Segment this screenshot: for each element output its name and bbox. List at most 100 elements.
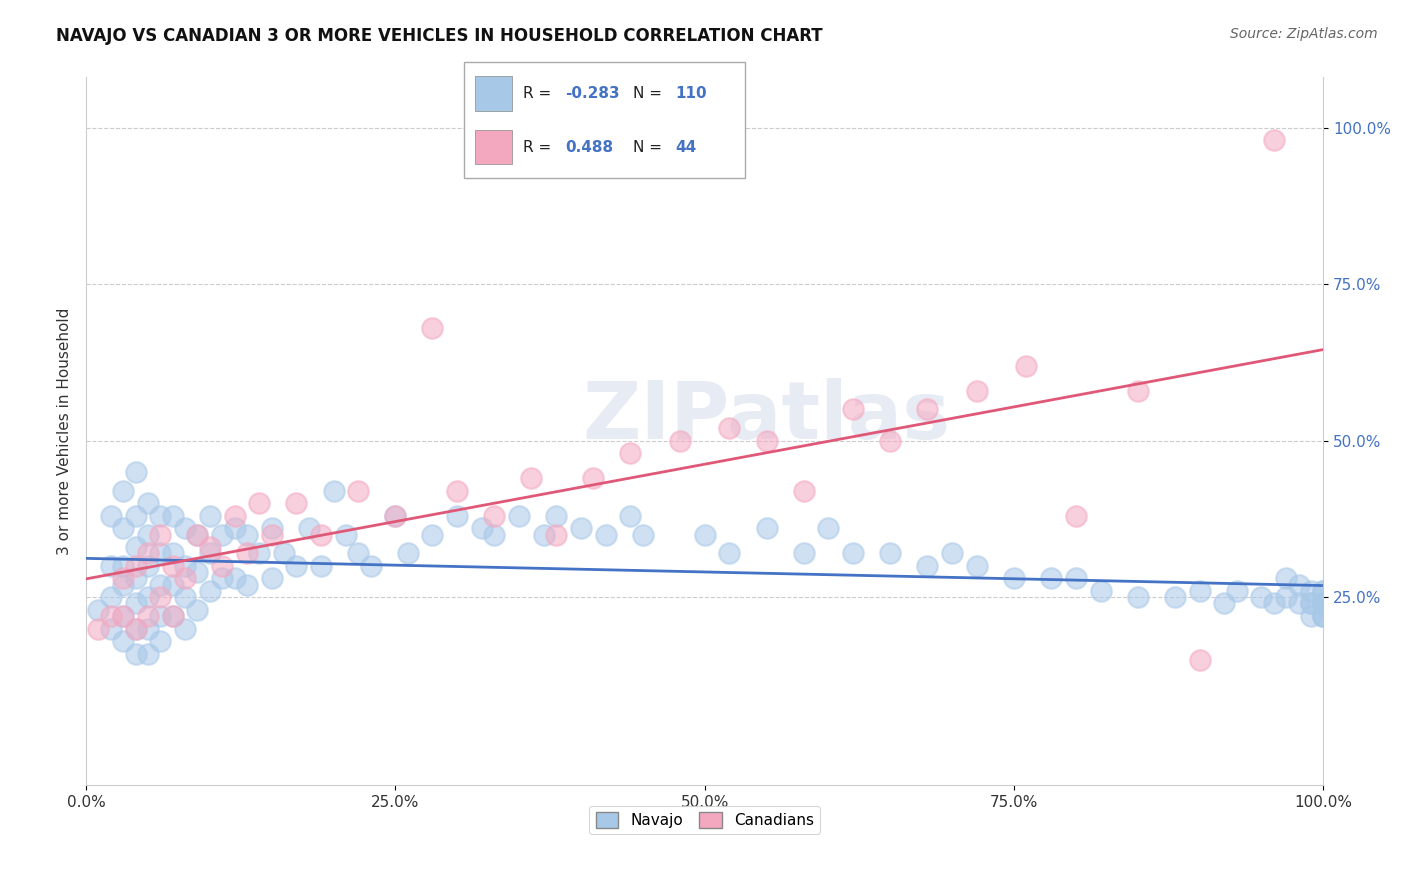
Point	[817, 521, 839, 535]
Text: Source: ZipAtlas.com: Source: ZipAtlas.com	[1230, 27, 1378, 41]
Point	[1064, 571, 1087, 585]
Point	[1299, 597, 1322, 611]
Point	[347, 546, 370, 560]
Point	[124, 558, 146, 573]
Point	[112, 558, 135, 573]
Point	[100, 558, 122, 573]
Point	[136, 527, 159, 541]
Point	[879, 546, 901, 560]
Point	[1299, 597, 1322, 611]
Point	[1312, 597, 1334, 611]
Point	[162, 609, 184, 624]
Point	[422, 527, 444, 541]
Point	[124, 597, 146, 611]
Point	[1299, 584, 1322, 599]
Point	[174, 622, 197, 636]
Point	[347, 483, 370, 498]
Point	[446, 483, 468, 498]
Point	[966, 384, 988, 398]
Text: N =: N =	[633, 139, 666, 154]
Point	[1312, 609, 1334, 624]
Point	[422, 321, 444, 335]
Point	[879, 434, 901, 448]
Point	[508, 508, 530, 523]
Point	[917, 558, 939, 573]
Point	[162, 558, 184, 573]
Point	[384, 508, 406, 523]
Point	[1126, 591, 1149, 605]
Point	[1275, 571, 1298, 585]
Point	[484, 527, 506, 541]
Point	[211, 558, 233, 573]
Point	[1188, 584, 1211, 599]
Point	[1312, 609, 1334, 624]
Point	[1288, 577, 1310, 591]
Point	[1164, 591, 1187, 605]
Point	[136, 496, 159, 510]
Point	[87, 622, 110, 636]
Point	[718, 546, 741, 560]
Point	[174, 571, 197, 585]
Point	[162, 508, 184, 523]
Point	[533, 527, 555, 541]
Point	[260, 571, 283, 585]
Point	[224, 521, 246, 535]
Point	[211, 571, 233, 585]
Point	[631, 527, 654, 541]
Legend: Navajo, Canadians: Navajo, Canadians	[589, 805, 820, 834]
Point	[842, 546, 865, 560]
Point	[569, 521, 592, 535]
Point	[669, 434, 692, 448]
Y-axis label: 3 or more Vehicles in Household: 3 or more Vehicles in Household	[58, 308, 72, 555]
Point	[1226, 584, 1249, 599]
Point	[793, 483, 815, 498]
Point	[941, 546, 963, 560]
Point	[1126, 384, 1149, 398]
Point	[260, 527, 283, 541]
Point	[793, 546, 815, 560]
Point	[112, 571, 135, 585]
FancyBboxPatch shape	[475, 77, 512, 112]
Point	[162, 609, 184, 624]
Text: 110: 110	[675, 87, 706, 102]
Point	[1299, 609, 1322, 624]
Text: NAVAJO VS CANADIAN 3 OR MORE VEHICLES IN HOUSEHOLD CORRELATION CHART: NAVAJO VS CANADIAN 3 OR MORE VEHICLES IN…	[56, 27, 823, 45]
Point	[322, 483, 344, 498]
Point	[112, 634, 135, 648]
Point	[224, 508, 246, 523]
Point	[1213, 597, 1236, 611]
Point	[136, 591, 159, 605]
Point	[174, 521, 197, 535]
Text: N =: N =	[633, 87, 666, 102]
Point	[112, 609, 135, 624]
Point	[1312, 584, 1334, 599]
Point	[149, 609, 172, 624]
Point	[236, 527, 259, 541]
Point	[1312, 584, 1334, 599]
Point	[186, 565, 208, 579]
Point	[100, 508, 122, 523]
Text: R =: R =	[523, 87, 557, 102]
Point	[149, 634, 172, 648]
Point	[100, 591, 122, 605]
Point	[755, 521, 778, 535]
Point	[1064, 508, 1087, 523]
Point	[966, 558, 988, 573]
Point	[112, 577, 135, 591]
Point	[1015, 359, 1038, 373]
FancyBboxPatch shape	[464, 62, 745, 178]
Point	[149, 577, 172, 591]
Point	[484, 508, 506, 523]
Point	[471, 521, 494, 535]
Point	[186, 527, 208, 541]
Point	[136, 546, 159, 560]
Point	[124, 540, 146, 554]
Point	[1312, 597, 1334, 611]
Point	[273, 546, 295, 560]
Point	[124, 465, 146, 479]
Point	[396, 546, 419, 560]
Point	[260, 521, 283, 535]
Point	[198, 540, 221, 554]
Point	[693, 527, 716, 541]
Text: ZIPatlas: ZIPatlas	[582, 378, 950, 456]
